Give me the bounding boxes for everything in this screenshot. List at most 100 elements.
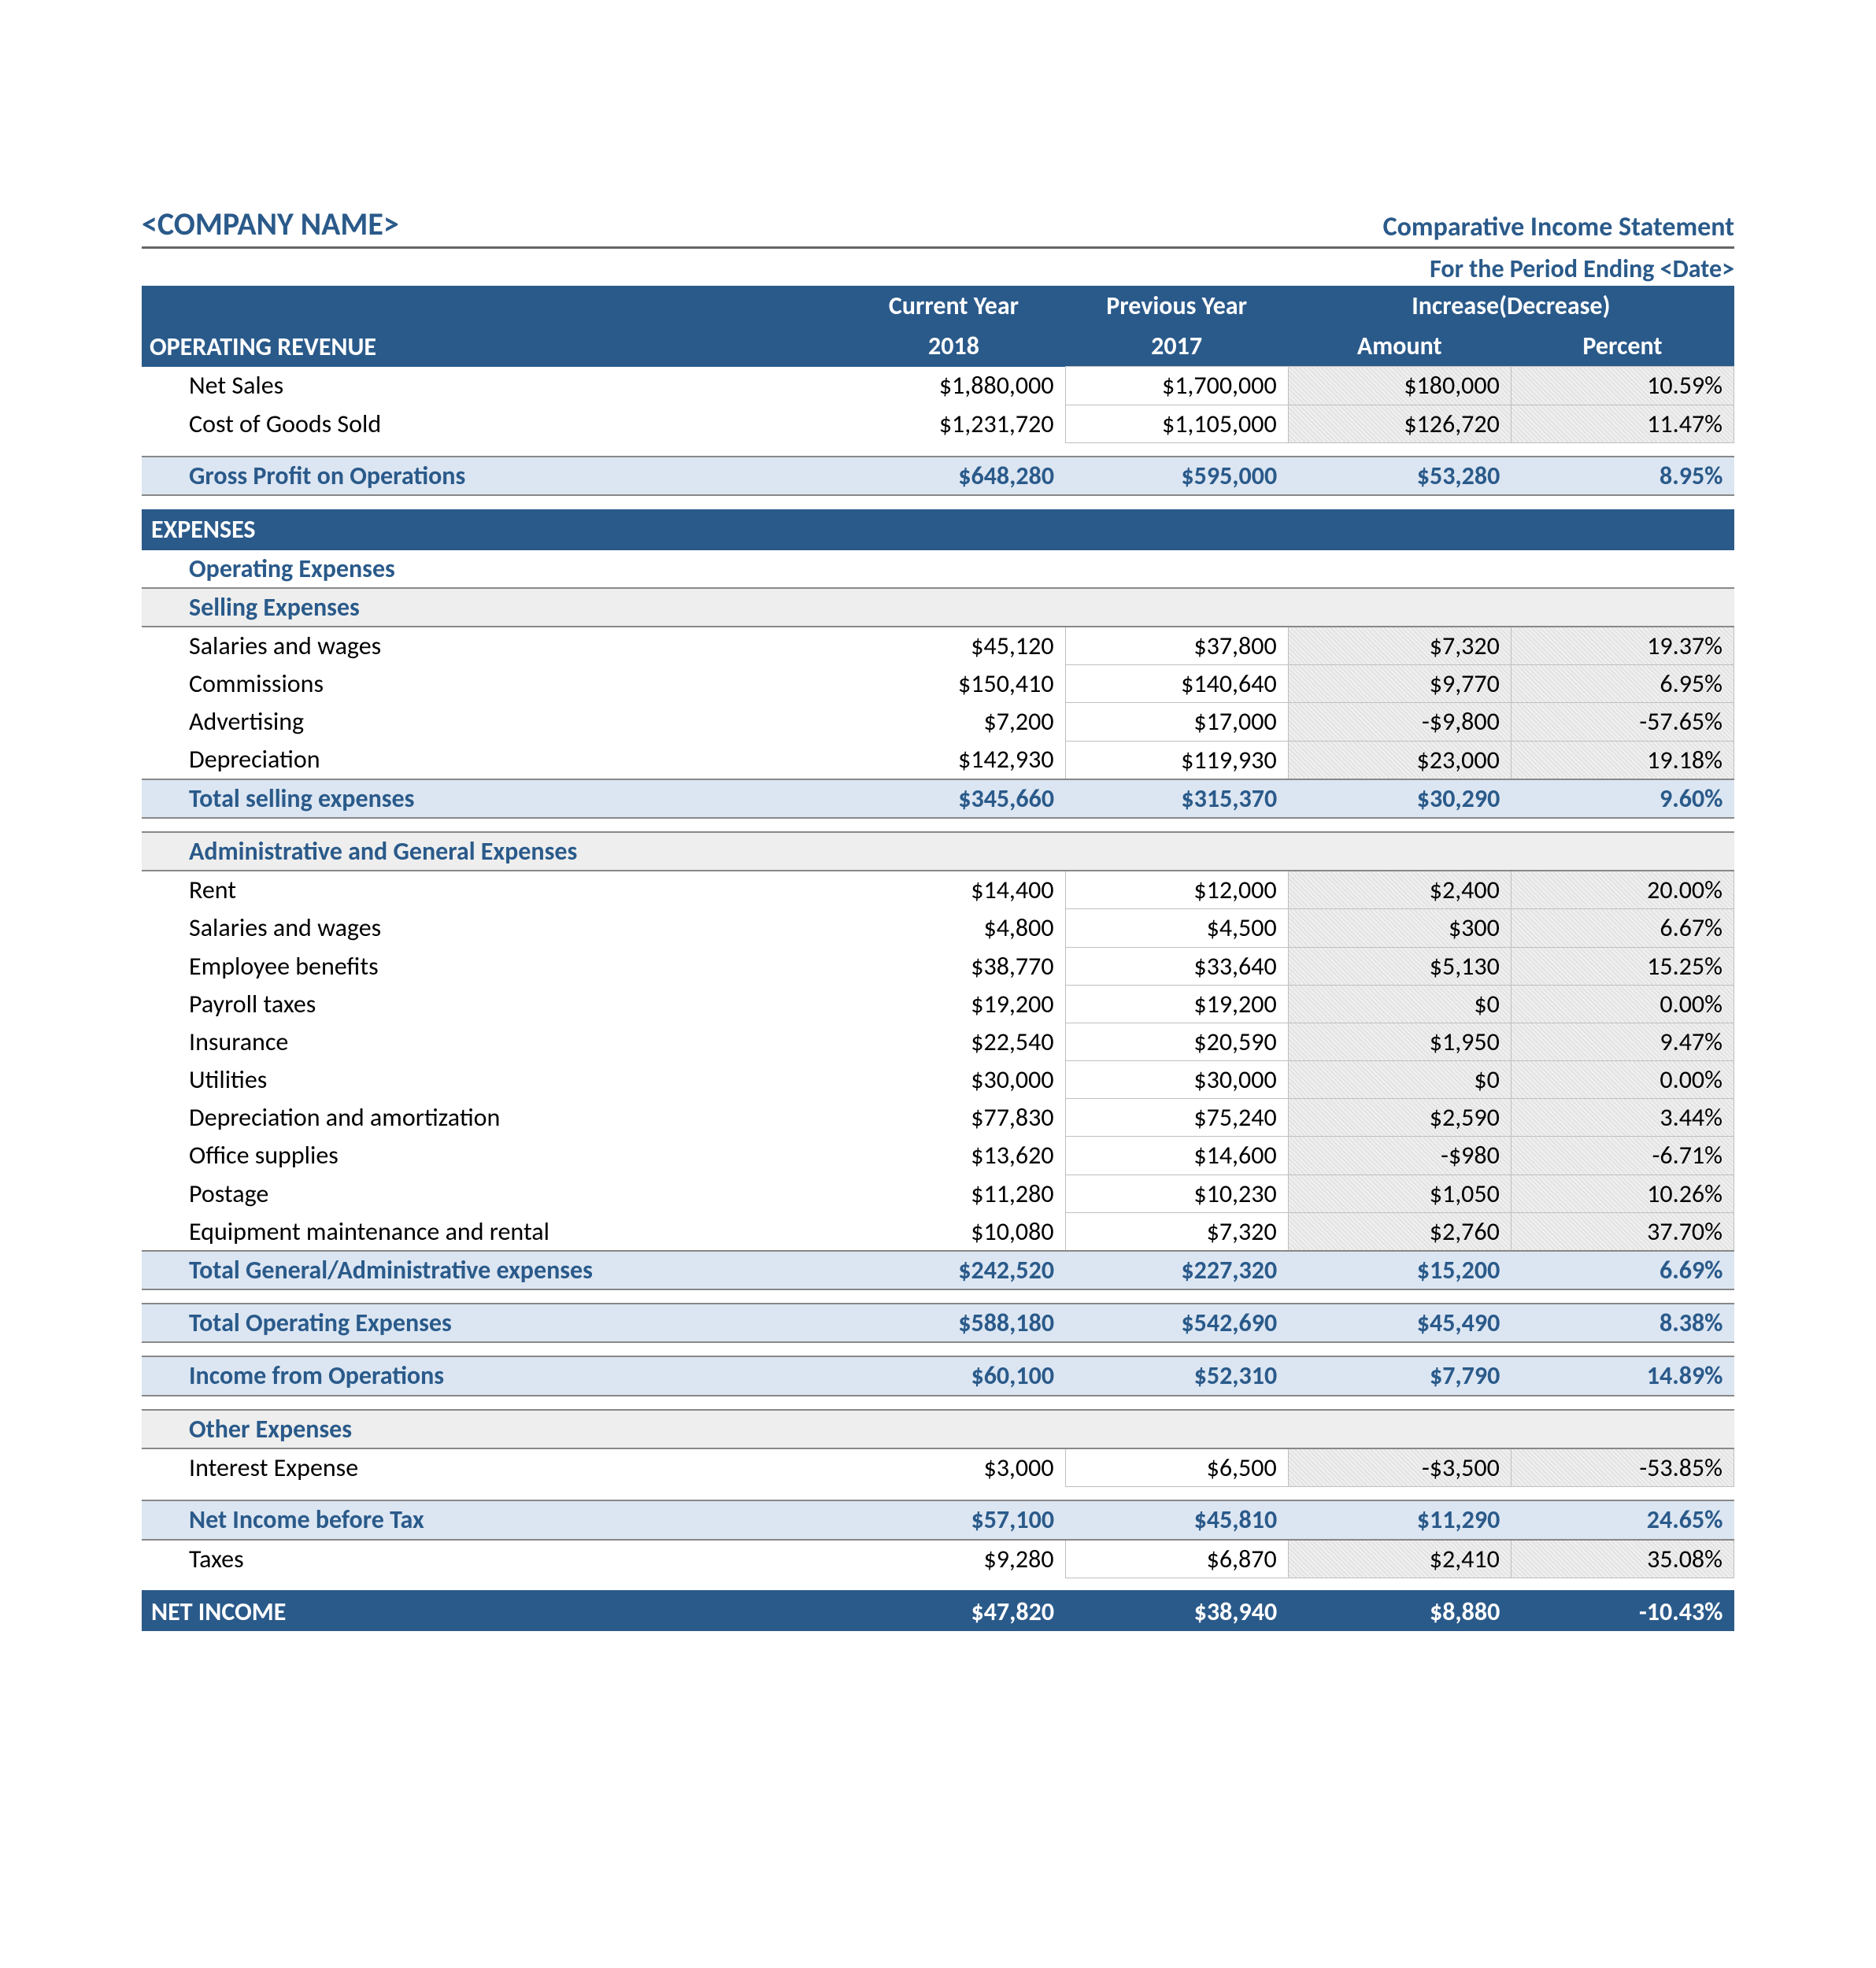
label: Salaries and wages <box>142 627 842 665</box>
pct: 6.95% <box>1511 665 1734 703</box>
amt: -$9,800 <box>1288 703 1511 741</box>
company-name: <COMPANY NAME> <box>142 205 399 243</box>
row-admin-depamort: Depreciation and amortization$77,830$75,… <box>142 1099 1734 1137</box>
amt: $23,000 <box>1288 741 1511 779</box>
pct: 19.37% <box>1511 627 1734 665</box>
amt: $7,320 <box>1288 627 1511 665</box>
pct: 8.95% <box>1511 457 1734 495</box>
col-current-year-top: Current Year <box>842 286 1065 326</box>
period-ending: For the Period Ending <Date> <box>142 246 1734 284</box>
row-admin-rent: Rent$14,400$12,000$2,40020.00% <box>142 871 1734 909</box>
label: Net Sales <box>142 367 842 405</box>
col-percent: Percent <box>1511 326 1734 367</box>
cy: $1,231,720 <box>842 405 1065 442</box>
py: $140,640 <box>1065 665 1288 703</box>
label: Gross Profit on Operations <box>142 457 842 495</box>
row-admin-postage: Postage$11,280$10,230$1,05010.26% <box>142 1175 1734 1212</box>
py: $17,000 <box>1065 703 1288 741</box>
row-total-selling: Total selling expenses $345,660 $315,370… <box>142 779 1734 818</box>
py: $315,370 <box>1065 779 1288 818</box>
label: Operating Expenses <box>142 550 1734 588</box>
label: Postage <box>142 1175 842 1212</box>
row-admin-insurance: Insurance$22,540$20,590$1,9509.47% <box>142 1023 1734 1060</box>
row-selling-expenses-header: Selling Expenses <box>142 588 1734 627</box>
label: Income from Operations <box>142 1356 842 1395</box>
row-interest-expense: Interest Expense $3,000 $6,500 -$3,500 -… <box>142 1448 1734 1487</box>
cy: $648,280 <box>842 457 1065 495</box>
row-net-income-before-tax: Net Income before Tax $57,100 $45,810 $1… <box>142 1500 1734 1539</box>
label: Total General/Administrative expenses <box>142 1251 842 1289</box>
row-gross-profit: Gross Profit on Operations $648,280 $595… <box>142 457 1734 495</box>
label: Commissions <box>142 665 842 703</box>
label: Total selling expenses <box>142 779 842 818</box>
row-taxes: Taxes $9,280 $6,870 $2,410 35.08% <box>142 1540 1734 1578</box>
label: Depreciation <box>142 741 842 779</box>
cy: $150,410 <box>842 665 1065 703</box>
label: Utilities <box>142 1061 842 1099</box>
row-admin-utilities: Utilities$30,000$30,000$00.00% <box>142 1061 1734 1099</box>
row-operating-expenses-header: Operating Expenses <box>142 550 1734 588</box>
label: Office supplies <box>142 1137 842 1175</box>
column-header-top: OPERATING REVENUE Current Year Previous … <box>142 286 1734 326</box>
income-statement: <COMPANY NAME> Comparative Income Statem… <box>142 205 1734 1631</box>
col-current-year-bot: 2018 <box>842 326 1065 367</box>
pct: 10.59% <box>1511 367 1734 405</box>
label: EXPENSES <box>142 509 1734 549</box>
row-cogs: Cost of Goods Sold $1,231,720 $1,105,000… <box>142 405 1734 442</box>
row-other-expenses-header: Other Expenses <box>142 1410 1734 1448</box>
document-title: Comparative Income Statement <box>1383 211 1734 243</box>
cy: $7,200 <box>842 703 1065 741</box>
py: $37,800 <box>1065 627 1288 665</box>
row-admin-equip: Equipment maintenance and rental$10,080$… <box>142 1212 1734 1251</box>
row-selling-depreciation: Depreciation $142,930 $119,930 $23,000 1… <box>142 741 1734 779</box>
col-amount: Amount <box>1288 326 1511 367</box>
py: $1,700,000 <box>1065 367 1288 405</box>
label: Depreciation and amortization <box>142 1099 842 1137</box>
label: Employee benefits <box>142 947 842 985</box>
label: Salaries and wages <box>142 909 842 947</box>
row-total-admin: Total General/Administrative expenses $2… <box>142 1251 1734 1289</box>
row-selling-salaries: Salaries and wages $45,120 $37,800 $7,32… <box>142 627 1734 665</box>
py: $595,000 <box>1065 457 1288 495</box>
label: NET INCOME <box>142 1592 842 1630</box>
row-admin-benefits: Employee benefits$38,770$33,640$5,13015.… <box>142 947 1734 985</box>
amt: $30,290 <box>1288 779 1511 818</box>
label: Payroll taxes <box>142 985 842 1023</box>
row-income-from-operations: Income from Operations $60,100 $52,310 $… <box>142 1356 1734 1395</box>
amt: $9,770 <box>1288 665 1511 703</box>
pct: 11.47% <box>1511 405 1734 442</box>
pct: -57.65% <box>1511 703 1734 741</box>
py: $1,105,000 <box>1065 405 1288 442</box>
label: Advertising <box>142 703 842 741</box>
row-selling-commissions: Commissions $150,410 $140,640 $9,770 6.9… <box>142 665 1734 703</box>
label: Selling Expenses <box>142 588 1734 627</box>
label: Equipment maintenance and rental <box>142 1212 842 1251</box>
title-row: <COMPANY NAME> Comparative Income Statem… <box>142 205 1734 243</box>
section-operating-revenue: OPERATING REVENUE <box>142 286 842 367</box>
statement-table: OPERATING REVENUE Current Year Previous … <box>142 286 1734 1631</box>
row-admin-header: Administrative and General Expenses <box>142 832 1734 871</box>
label: Net Income before Tax <box>142 1500 842 1539</box>
label: Other Expenses <box>142 1410 1734 1448</box>
label: Insurance <box>142 1023 842 1060</box>
row-total-opex: Total Operating Expenses $588,180 $542,6… <box>142 1304 1734 1342</box>
row-net-income: NET INCOME $47,820 $38,940 $8,880 -10.43… <box>142 1592 1734 1630</box>
cy: $345,660 <box>842 779 1065 818</box>
pct: 19.18% <box>1511 741 1734 779</box>
label: Administrative and General Expenses <box>142 832 1734 871</box>
label: Rent <box>142 871 842 909</box>
row-admin-supplies: Office supplies$13,620$14,600-$980-6.71% <box>142 1137 1734 1175</box>
row-net-sales: Net Sales $1,880,000 $1,700,000 $180,000… <box>142 367 1734 405</box>
label: Cost of Goods Sold <box>142 405 842 442</box>
row-admin-salaries: Salaries and wages$4,800$4,500$3006.67% <box>142 909 1734 947</box>
cy: $45,120 <box>842 627 1065 665</box>
pct: 9.60% <box>1511 779 1734 818</box>
label: Total Operating Expenses <box>142 1304 842 1342</box>
cy: $1,880,000 <box>842 367 1065 405</box>
label: Interest Expense <box>142 1448 842 1487</box>
section-expenses: EXPENSES <box>142 509 1734 549</box>
amt: $180,000 <box>1288 367 1511 405</box>
label: Taxes <box>142 1540 842 1578</box>
cy: $142,930 <box>842 741 1065 779</box>
amt: $53,280 <box>1288 457 1511 495</box>
